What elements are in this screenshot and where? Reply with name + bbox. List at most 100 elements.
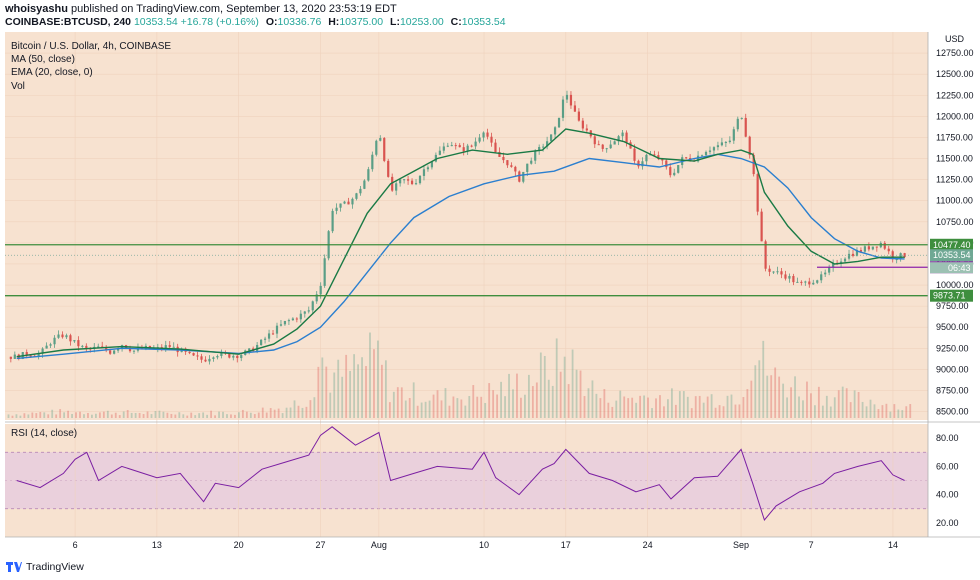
volume-bar [424,401,427,418]
candle-body [677,165,680,173]
candle-body [418,175,422,184]
candle-body [510,165,513,167]
candle-body [494,142,497,152]
volume-bar [627,398,630,418]
low-label: L: [390,16,400,28]
candle-body [871,246,874,250]
price-pane [5,32,928,420]
candle-body [792,276,795,283]
candle-body [399,179,402,184]
volume-bar [106,410,109,418]
volume-bar [837,390,840,418]
candle-body [700,155,704,157]
candle-body [188,351,191,354]
volume-bar [865,406,868,418]
candle-body [236,355,239,359]
volume-bar [392,391,395,418]
volume-bar [539,352,542,418]
time-axis-tick: 24 [643,540,653,550]
volume-bar [337,359,340,418]
candle-body [633,148,636,161]
candle-body [585,128,588,131]
volume-bar [432,394,435,418]
volume-bar [794,376,796,418]
volume-bar [297,405,300,418]
candle-body [748,136,751,156]
time-axis-tick: 6 [73,540,78,550]
volume-bar [51,409,54,418]
volume-bar [655,398,657,418]
volume-bar [182,414,185,418]
volume-bar [142,414,145,418]
candle-body [542,146,545,148]
candle-body [605,148,608,150]
candle-body [565,94,569,100]
volume-bar [369,332,371,418]
volume-bar [674,404,677,418]
volume-bar [623,396,626,418]
tradingview-brand[interactable]: TradingView [26,561,84,573]
candle-body [768,268,771,272]
candle-body [744,117,747,137]
volume-bar [420,402,423,418]
volume-bar [484,402,487,418]
volume-bar [524,394,526,418]
volume-bar [575,369,578,418]
candle-body [256,344,259,352]
candle-body [240,354,243,359]
candle-body [522,171,525,182]
candle-body [458,145,461,148]
volume-bar [102,411,105,418]
candle-body [260,339,263,345]
volume-bar [261,407,264,418]
candle-body [720,142,724,146]
candle-body [641,161,644,167]
vol-legend[interactable]: Vol [11,80,25,92]
candle-body [422,169,426,176]
volume-bar [377,340,379,418]
candle-body [466,145,469,152]
candle-body [828,267,831,273]
volume-bar [436,390,439,418]
candle-body [577,111,580,121]
volume-bar [341,376,344,418]
candle-body [518,171,521,182]
volume-bar [281,413,284,418]
author-name[interactable]: whoisyashu [5,3,68,15]
volume-bar [472,385,475,418]
rsi-legend[interactable]: RSI (14, close) [11,428,78,439]
volume-bar [194,415,197,418]
publish-info: whoisyashu published on TradingView.com,… [5,3,397,15]
volume-bar [19,415,22,418]
volume-bar [500,381,502,418]
candle-body [637,160,640,167]
ema-legend[interactable]: EMA (20, close, 0) [11,67,93,79]
volume-bar [758,360,761,418]
candle-body [442,146,445,151]
volume-bar [690,408,693,418]
candle-body [85,345,88,349]
candle-body [824,272,827,275]
candle-body [859,250,863,252]
volume-bar [412,382,415,418]
candle-body [867,246,870,250]
price-axis-tick: 12000.00 [936,111,974,121]
candle-body [283,320,287,325]
volume-bar [162,411,165,418]
volume-bar [408,398,411,418]
volume-bar [59,409,62,418]
candle-body [97,346,100,348]
candle-body [597,144,600,146]
price-axis-tick: 11500.00 [936,154,973,164]
candle-body [109,350,112,354]
volume-bar [563,356,566,418]
volume-bar [893,404,896,418]
volume-bar [567,384,570,418]
volume-bar [317,366,320,418]
ma-legend[interactable]: MA (50, close) [11,54,75,66]
volume-bar [353,354,356,418]
candle-body [359,188,362,194]
candle-body [764,241,767,269]
candle-body [553,127,557,135]
